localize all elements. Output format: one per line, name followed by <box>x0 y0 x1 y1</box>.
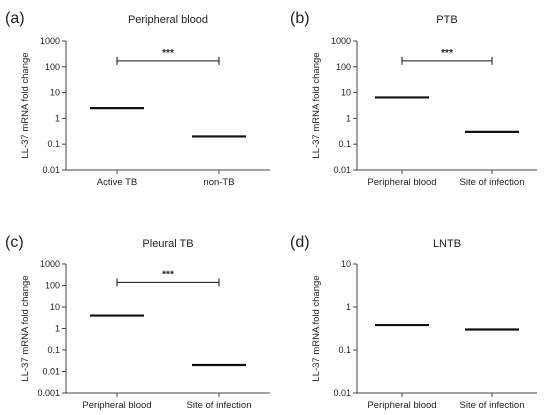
y-tick-label: 1000 <box>331 36 351 46</box>
y-tick-label: 10 <box>50 88 60 98</box>
y-axis-title: LL-37 mRNA fold change <box>20 52 31 158</box>
y-tick-label: 0.1 <box>47 345 60 355</box>
y-tick-label: 1 <box>346 302 351 312</box>
significance-label: *** <box>162 48 174 59</box>
panel-2: 0.01 0.1 1 10 100 1000 Peripheral blood Site of… <box>290 10 537 188</box>
y-tick-label: 1000 <box>40 36 60 46</box>
panel-label: (d) <box>290 234 310 251</box>
panel-title: Pleural TB <box>142 238 193 250</box>
x-tick-label: Site of infection <box>187 400 252 411</box>
panel-1: 0.01 0.1 1 10 100 1000 Active TB non-TB LL-37 mR… <box>5 10 270 188</box>
x-tick-label: Site of infection <box>460 177 525 188</box>
y-tick-label: 0.01 <box>333 388 351 398</box>
panel-3: 0.001 0.01 0.1 1 10 100 1000 Peripheral blood Si… <box>5 234 270 411</box>
significance-label: *** <box>162 269 174 280</box>
y-tick-label: 100 <box>336 62 351 72</box>
y-tick-label: 10 <box>341 259 351 269</box>
y-tick-label: 0.1 <box>338 139 351 149</box>
y-tick-label: 1 <box>55 113 60 123</box>
x-tick-label: Peripheral blood <box>367 177 436 188</box>
y-tick-label: 0.1 <box>47 139 60 149</box>
y-tick-label: 0.01 <box>42 367 60 377</box>
y-tick-label: 0.001 <box>37 388 60 398</box>
panel-title: PTB <box>436 14 457 26</box>
y-tick-label: 0.01 <box>42 165 60 175</box>
panel-label: (a) <box>5 10 25 27</box>
x-tick-label: non-TB <box>203 177 234 188</box>
panel-label: (b) <box>290 10 310 27</box>
panel-4: 0.01 0.1 1 10 Peripheral blood Site of infect… <box>290 234 537 411</box>
x-tick-label: Active TB <box>97 177 137 188</box>
y-axis-title: LL-37 mRNA fold change <box>311 275 322 381</box>
y-axis-title: LL-37 mRNA fold change <box>311 52 322 158</box>
y-tick-label: 0.01 <box>333 165 351 175</box>
panel-label: (c) <box>5 234 24 251</box>
y-tick-label: 10 <box>341 88 351 98</box>
x-tick-label: Peripheral blood <box>82 400 151 411</box>
x-tick-label: Peripheral blood <box>367 400 436 411</box>
x-tick-label: Site of infection <box>460 400 525 411</box>
y-tick-label: 100 <box>45 281 60 291</box>
y-tick-label: 1 <box>55 324 60 334</box>
y-tick-label: 1 <box>346 113 351 123</box>
y-tick-label: 10 <box>50 302 60 312</box>
y-tick-label: 0.1 <box>338 345 351 355</box>
panel-title: LNTB <box>433 238 461 250</box>
y-axis-title: LL-37 mRNA fold change <box>20 275 31 381</box>
significance-label: *** <box>441 48 453 59</box>
y-tick-label: 1000 <box>40 259 60 269</box>
panel-title: Peripheral blood <box>128 14 208 26</box>
y-tick-label: 100 <box>45 62 60 72</box>
